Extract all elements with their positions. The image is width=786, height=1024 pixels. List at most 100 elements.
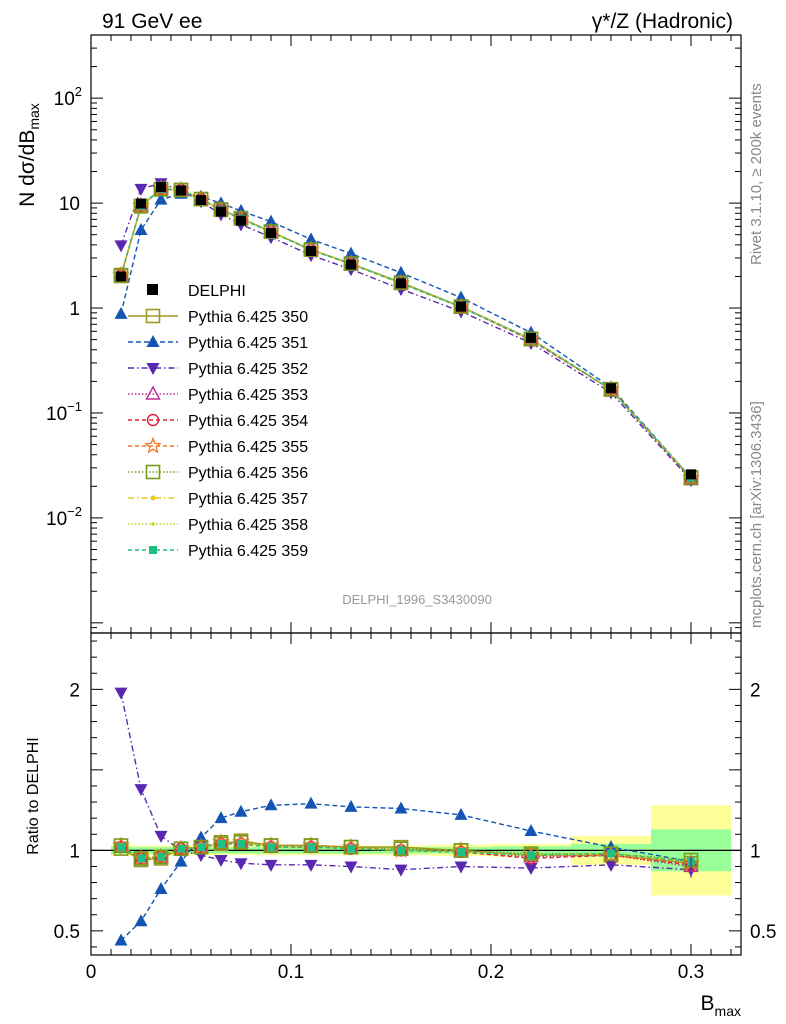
series-6-425-356-ratio-point	[113, 838, 129, 853]
series-6-425-359-ratio-point	[457, 847, 465, 856]
ratio-y-tick-label-right: 1	[750, 841, 761, 862]
series-6-425-359-ratio-point	[217, 839, 225, 848]
series-6-425-352-line	[120, 182, 692, 481]
data-point	[306, 245, 316, 256]
legend-marker	[145, 308, 161, 324]
series-6-425-359-ratio-point	[157, 852, 165, 861]
x-axis-label-main: B	[701, 992, 715, 1015]
tick-labels: 0 0.1 0.2 0.3 10−2 10−1 1 10 102 0.5 0.5 1 1 2 2	[46, 84, 776, 983]
data-point	[176, 185, 186, 196]
legend-label: Pythia 6.425 357	[188, 491, 308, 508]
legend-marker	[150, 495, 156, 501]
series-6-425-351-ratio-point	[214, 811, 228, 824]
series-6-425-352-ratio-point	[524, 863, 538, 876]
ratio-y-tick-label-left: 0.5	[54, 922, 80, 943]
series-6-425-351-ratio-point	[174, 854, 188, 867]
legend-marker	[145, 464, 161, 480]
series-6-425-352-point	[114, 240, 128, 253]
top-y-axis-label-sub: max	[26, 103, 42, 129]
series-6-425-356-ratio-line	[120, 841, 692, 861]
series-6-425-355-ratio-point	[602, 845, 620, 863]
series-6-425-356-ratio-point	[523, 846, 539, 861]
series-6-425-359-ratio-point	[347, 844, 355, 853]
series-6-425-356-point	[303, 242, 319, 257]
series-6-425-351-point	[344, 246, 358, 259]
top-y-tick-label: 10−2	[46, 504, 82, 530]
legend-marker	[149, 546, 157, 554]
series-6-425-351-ratio-point	[394, 801, 408, 814]
legend-label: Pythia 6.425 352	[188, 361, 308, 378]
ratio-y-tick-label-left: 2	[69, 680, 80, 701]
series-6-425-354-point	[174, 183, 188, 197]
series-6-425-352-ratio-point	[154, 830, 168, 843]
legend-label: Pythia 6.425 351	[188, 335, 308, 352]
legend-marker-delphi	[147, 284, 158, 295]
series-6-425-351-point	[114, 306, 128, 319]
series-6-425-356-ratio-point	[173, 841, 189, 857]
series-6-425-354-ratio-point	[194, 840, 208, 854]
ratio-y-tick-label-right: 0.5	[750, 922, 776, 943]
legend-label: Pythia 6.425 355	[188, 439, 308, 456]
data-point	[136, 198, 146, 209]
header-left-title: 91 GeV ee	[102, 10, 202, 33]
rivet-label: Rivet 3.1.10, ≥ 200k events	[748, 83, 765, 265]
series-6-425-356-point	[453, 299, 469, 314]
legend-label: Pythia 6.425 353	[188, 387, 308, 404]
series-6-425-351-ratio-point	[454, 807, 468, 820]
series-6-425-356-ratio-point	[343, 839, 359, 855]
series-6-425-351-ratio-point	[154, 881, 168, 894]
series-6-425-356-point	[263, 224, 279, 239]
ratio-y-tick-label-right: 2	[750, 680, 761, 701]
series-6-425-359-ratio-point	[177, 844, 185, 853]
x-tick-label: 0	[86, 962, 97, 983]
mcplots-label: mcplots.cern.ch [arXiv:1306.3436]	[748, 401, 765, 628]
series-6-425-356-point	[393, 275, 409, 291]
series-6-425-352-ratio-point	[214, 855, 228, 868]
series-6-425-358-line	[120, 188, 692, 479]
series-6-425-351-ratio-point	[234, 804, 248, 817]
data-point	[196, 195, 206, 206]
series-6-425-350-line	[120, 188, 692, 479]
series-6-425-356-ratio-point	[133, 851, 149, 866]
data-point	[266, 227, 276, 238]
series-6-425-359-ratio-point	[607, 849, 615, 858]
data-points	[116, 182, 696, 878]
series-6-425-351-ratio-point	[344, 799, 358, 812]
data-point	[156, 182, 166, 193]
legend-label: Pythia 6.425 358	[188, 517, 308, 534]
series-6-425-351-ratio-point	[264, 798, 278, 811]
series-6-425-351-ratio-point	[194, 830, 208, 843]
series-6-425-351-point	[264, 214, 278, 227]
series-6-425-359-ratio-point	[527, 851, 535, 860]
series-6-425-359-ratio-point	[237, 839, 245, 848]
series-6-425-354-line	[120, 188, 692, 480]
series-6-425-354-ratio-point	[134, 852, 148, 865]
data-point	[116, 271, 126, 282]
series-6-425-359-ratio-point	[137, 854, 145, 863]
series-6-425-359-ratio-point	[267, 843, 275, 852]
series-6-425-352-ratio-point	[604, 859, 618, 872]
series-6-425-359-ratio-point	[397, 846, 405, 855]
data-point	[456, 301, 466, 312]
series-6-425-351-line	[120, 193, 692, 479]
series-6-425-352-ratio-point	[454, 861, 468, 874]
legend-marker	[144, 436, 162, 454]
ratio-y-tick-label-left: 1	[69, 841, 80, 862]
series-6-425-351-ratio-point	[524, 824, 538, 837]
series-6-425-351-ratio-point	[114, 933, 128, 946]
legend-marker	[146, 413, 160, 427]
top-y-tick-label: 102	[54, 84, 82, 110]
data-point	[396, 278, 406, 289]
data-point	[346, 259, 356, 270]
series-6-425-356-point	[113, 267, 129, 283]
series-6-425-351-point	[134, 222, 148, 235]
ratio-y-axis-label: Ratio to DELPHI	[25, 737, 42, 854]
ratio-panel-frame	[90, 632, 742, 956]
top-y-axis-label-main: N dσ/dB	[16, 130, 39, 207]
series-6-425-356-ratio-point	[153, 849, 169, 865]
data-point	[686, 469, 696, 480]
series-6-425-356-ratio-point	[393, 841, 409, 857]
legend-label: Pythia 6.425 350	[188, 309, 308, 326]
top-y-tick-label: 10−1	[46, 399, 82, 425]
